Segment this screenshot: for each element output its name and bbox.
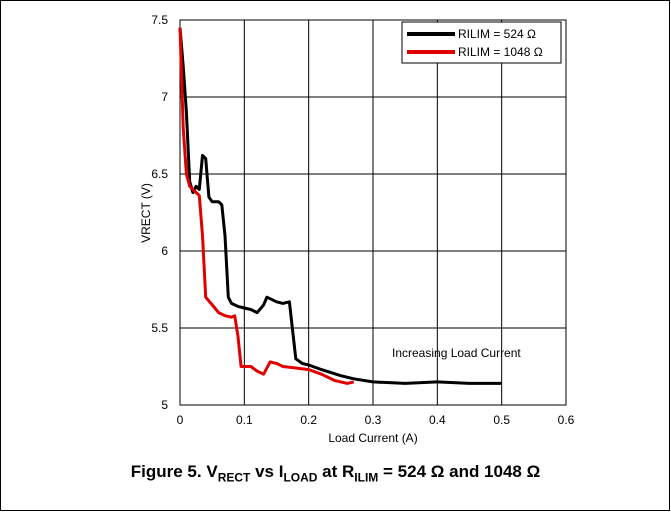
- caption-text: vs I: [250, 462, 284, 481]
- legend-box: [401, 21, 562, 64]
- legend-label-series-2: RILIM = 1048 Ω: [458, 45, 543, 59]
- caption-subscript: RECT: [217, 470, 251, 485]
- figure-caption: Figure 5. VRECT vs ILOAD at RILIM = 524 …: [0, 462, 671, 485]
- caption-text: at R: [317, 462, 355, 481]
- tick-labels: 0 0.1 0.2 0.3 0.4 0.5 0.6 5 5.5 6 6.5 7 7.5: [151, 13, 574, 427]
- y-tick-label: 5: [161, 398, 168, 412]
- x-tick-label: 0.6: [558, 413, 575, 427]
- legend-label-series-1: RILIM = 524 Ω: [458, 27, 536, 41]
- series-line-2: [178, 27, 355, 385]
- x-tick-label: 0.2: [300, 413, 317, 427]
- legend: RILIM = 524 Ω RILIM = 1048 Ω: [401, 21, 562, 64]
- series-layer: [178, 27, 502, 385]
- y-tick-label: 5.5: [151, 321, 168, 335]
- line-chart: 0 0.1 0.2 0.3 0.4 0.5 0.6 5 5.5 6 6.5 7 7.5 Load Cur…: [139, 13, 575, 445]
- caption-subscript: ILIM: [354, 470, 379, 485]
- x-tick-label: 0: [177, 413, 184, 427]
- x-tick-label: 0.4: [429, 413, 446, 427]
- plot-area-border: [179, 19, 567, 406]
- y-axis-label: VRECT (V): [139, 183, 153, 243]
- y-tick-label: 7: [161, 90, 168, 104]
- x-tick-label: 0.5: [493, 413, 510, 427]
- caption-text: Figure 5. V: [130, 462, 218, 481]
- y-tick-label: 6.5: [151, 167, 168, 181]
- caption-text: = 524 Ω and 1048 Ω: [378, 462, 541, 481]
- x-tick-label: 0.3: [365, 413, 382, 427]
- annotation-text: Increasing Load Current: [392, 346, 521, 360]
- x-tick-label: 0.1: [236, 413, 253, 427]
- series-line-1: [178, 27, 502, 385]
- caption-subscript: LOAD: [283, 470, 318, 485]
- y-tick-label: 6: [161, 244, 168, 258]
- y-tick-label: 7.5: [151, 13, 168, 27]
- x-axis-label: Load Current (A): [328, 431, 417, 445]
